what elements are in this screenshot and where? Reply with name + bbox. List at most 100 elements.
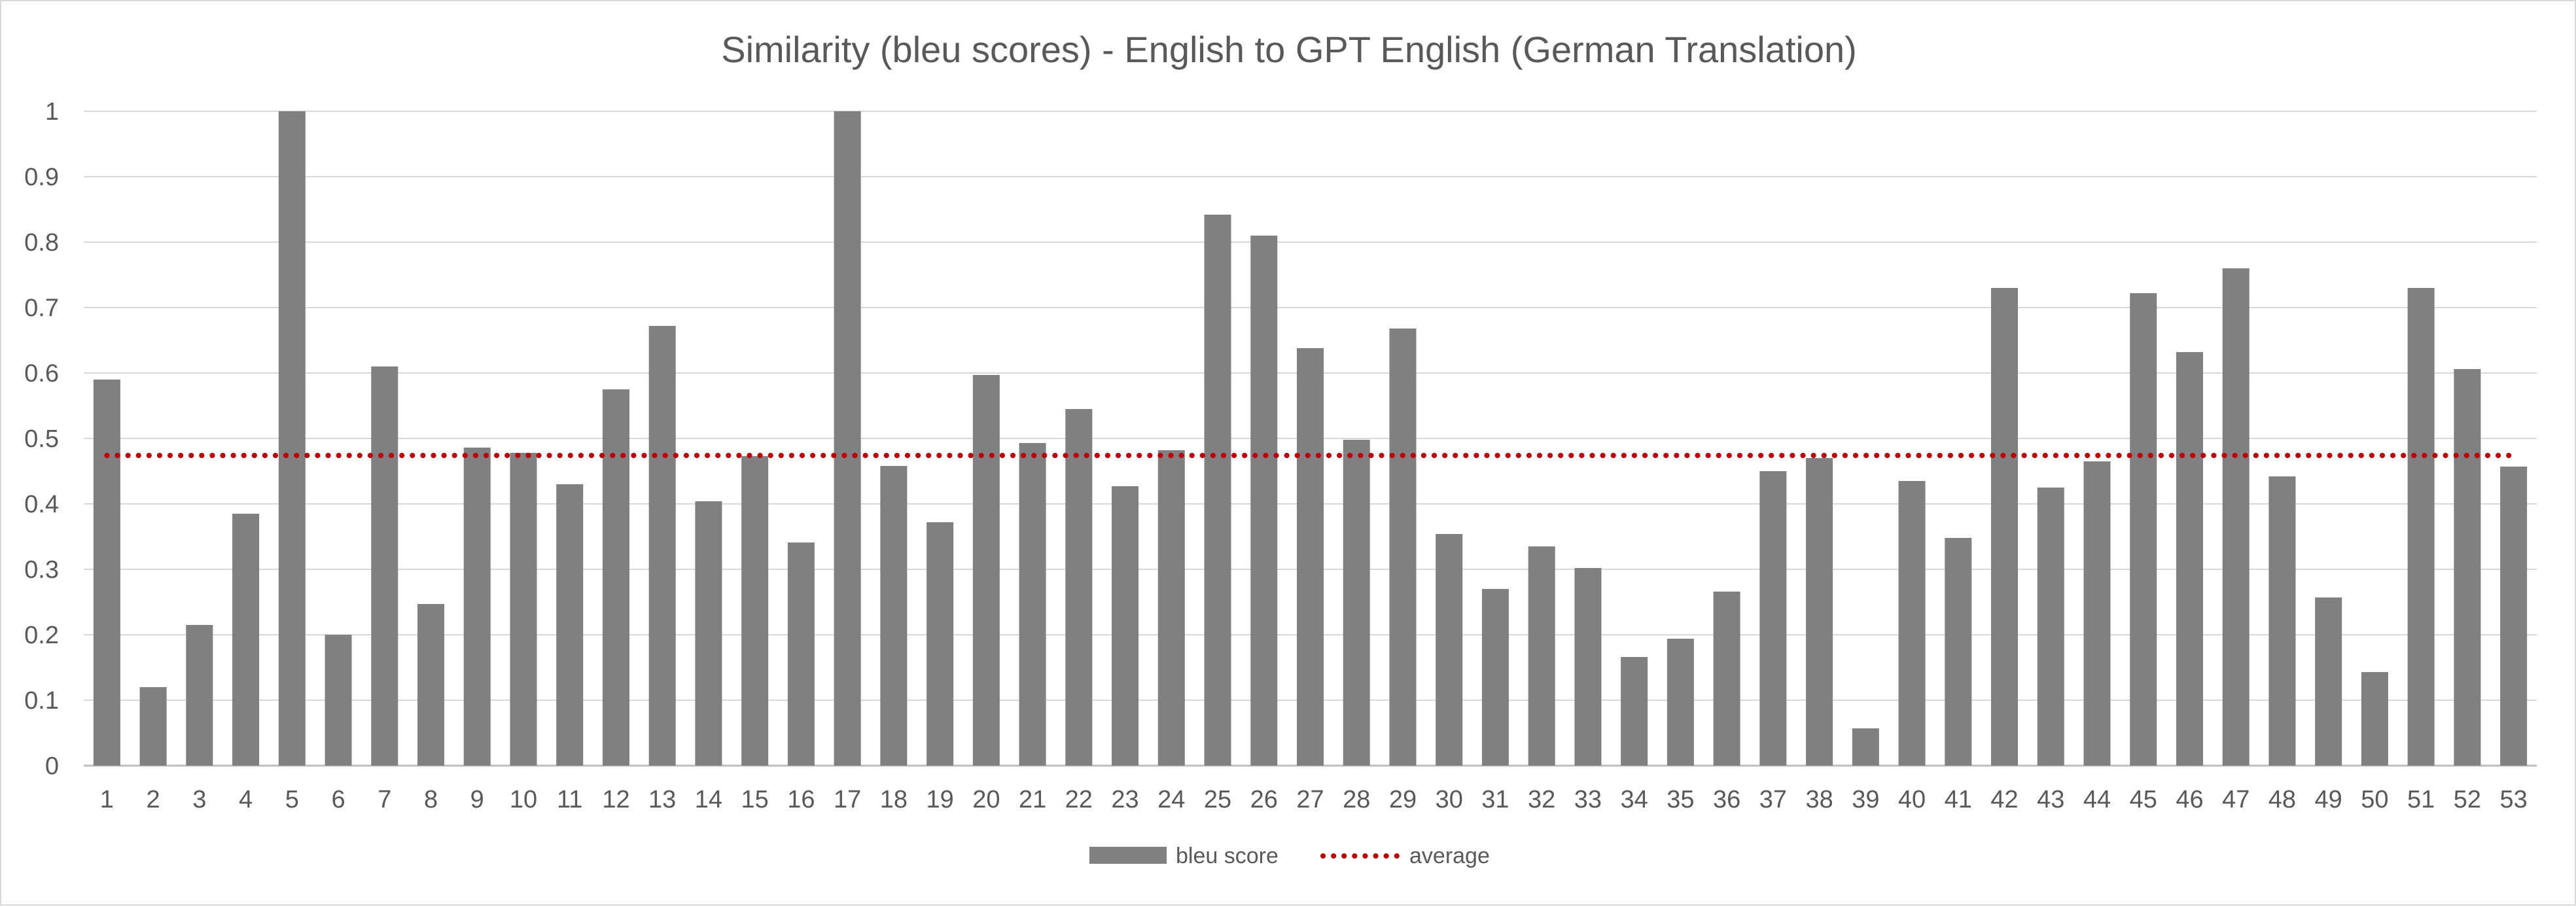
y-tick-label: 0.9 (24, 164, 59, 191)
x-tick-label: 45 (2130, 786, 2157, 813)
bar (2222, 268, 2250, 766)
legend-label-bleu-score: bleu score (1176, 844, 1279, 868)
x-tick-label: 32 (1528, 786, 1555, 813)
x-tick-label: 46 (2176, 786, 2203, 813)
x-tick-label: 24 (1157, 786, 1185, 813)
x-tick-label: 35 (1667, 786, 1694, 813)
x-tick-label: 43 (2037, 786, 2064, 813)
bar (787, 542, 815, 766)
bar (2454, 369, 2481, 766)
x-tick-label: 39 (1852, 786, 1879, 813)
x-tick-label: 11 (557, 786, 582, 813)
x-tick-label: 52 (2454, 786, 2481, 813)
chart-title: Similarity (bleu scores) - English to GP… (721, 29, 1857, 70)
y-tick-label: 0.3 (24, 556, 59, 584)
y-tick-label: 1 (45, 98, 59, 126)
x-tick-label: 15 (741, 786, 769, 813)
x-tick-label: 6 (331, 786, 345, 813)
bar (2315, 597, 2342, 766)
bar (880, 466, 908, 766)
bar (695, 501, 722, 766)
x-tick-label: 14 (695, 786, 722, 813)
x-tick-label: 23 (1111, 786, 1138, 813)
bar (417, 604, 445, 766)
bar (2083, 461, 2111, 766)
bar (926, 522, 954, 766)
x-tick-label: 13 (648, 786, 676, 813)
y-tick-label: 0.4 (24, 491, 59, 518)
bar (1898, 481, 1926, 766)
bar (2407, 288, 2435, 766)
bar (1852, 728, 1879, 766)
y-tick-label: 0.6 (24, 360, 59, 387)
y-tick-label: 0.8 (24, 229, 59, 257)
x-tick-label: 29 (1389, 786, 1417, 813)
bar (648, 326, 676, 766)
bar-series (93, 111, 2528, 766)
x-tick-label: 30 (1436, 786, 1463, 813)
x-tick-label: 40 (1898, 786, 1926, 813)
x-tick-label: 12 (602, 786, 629, 813)
x-tick-label: 9 (470, 786, 484, 813)
y-tick-label: 0 (45, 753, 59, 780)
bar (1389, 329, 1417, 766)
bar (2176, 352, 2203, 766)
bar (556, 484, 584, 766)
bar (232, 514, 260, 766)
bar (1296, 348, 1324, 766)
bar (186, 625, 213, 766)
bar (1112, 486, 1139, 766)
x-tick-label: 1 (100, 786, 114, 813)
x-axis: 1 2 3 4 5 6 7 8 9 10 11 12 13 14 15 16 17 18 19 20 21 22 23 24 2… (100, 786, 2528, 813)
x-tick-label: 51 (2407, 786, 2435, 813)
x-tick-label: 31 (1481, 786, 1509, 813)
x-tick-label: 28 (1343, 786, 1370, 813)
x-tick-label: 4 (239, 786, 253, 813)
bar (2361, 672, 2388, 766)
bar (602, 389, 629, 766)
bar (1343, 440, 1370, 766)
bar (1759, 471, 1787, 766)
x-tick-label: 20 (972, 786, 1000, 813)
bar (972, 375, 1000, 766)
bar (1065, 409, 1093, 766)
x-tick-label: 27 (1296, 786, 1324, 813)
x-tick-label: 41 (1945, 786, 1972, 813)
x-tick-label: 33 (1574, 786, 1602, 813)
x-tick-label: 25 (1204, 786, 1231, 813)
x-tick-label: 49 (2315, 786, 2342, 813)
bar (139, 687, 167, 766)
x-tick-label: 50 (2361, 786, 2388, 813)
bar (1667, 639, 1694, 766)
x-tick-label: 36 (1713, 786, 1740, 813)
bar (325, 635, 352, 766)
bar (93, 380, 120, 766)
bar (1713, 592, 1740, 766)
x-tick-label: 16 (787, 786, 815, 813)
x-tick-label: 3 (192, 786, 206, 813)
bar (1621, 657, 1648, 766)
bar (2268, 476, 2296, 766)
bar (1991, 288, 2019, 766)
x-tick-label: 17 (834, 786, 861, 813)
bar (371, 366, 398, 766)
x-tick-label: 5 (285, 786, 299, 813)
bar (2130, 293, 2157, 766)
x-tick-label: 26 (1250, 786, 1278, 813)
x-tick-label: 47 (2222, 786, 2250, 813)
bar (1806, 458, 1833, 766)
bar (1019, 443, 1046, 766)
bar (1945, 538, 1972, 766)
x-tick-label: 42 (1990, 786, 2018, 813)
x-tick-label: 2 (147, 786, 160, 813)
bar (2500, 467, 2528, 766)
y-tick-label: 0.5 (24, 425, 59, 453)
bar (2037, 488, 2064, 766)
y-tick-label: 0.1 (24, 687, 59, 715)
y-axis: 0 0.1 0.2 0.3 0.4 0.5 0.6 0.7 0.8 0.9 1 (24, 98, 59, 780)
x-tick-label: 53 (2499, 786, 2527, 813)
bar (1481, 589, 1509, 766)
x-tick-label: 37 (1759, 786, 1787, 813)
